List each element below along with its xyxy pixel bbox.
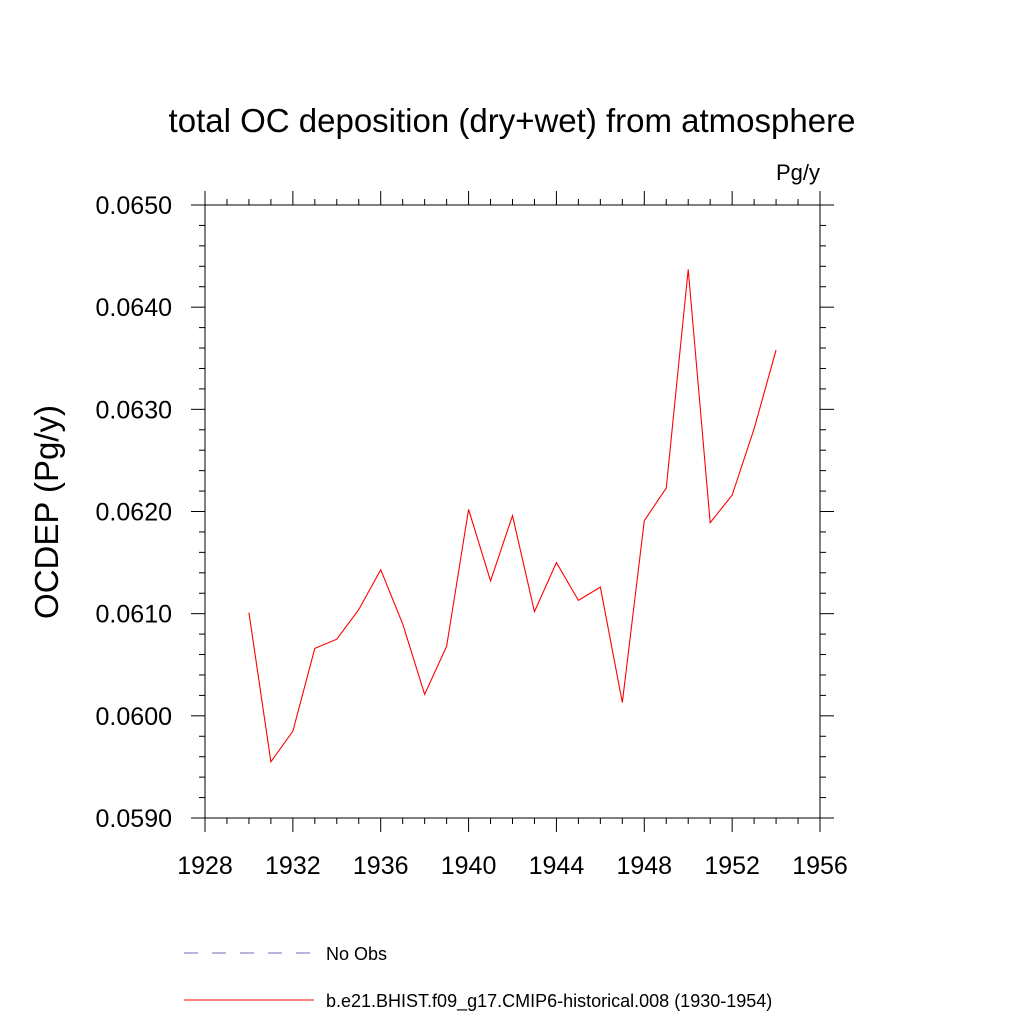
x-tick-label: 1928 — [177, 852, 233, 880]
legend-label-no-obs: No Obs — [326, 944, 387, 964]
y-tick-label: 0.0630 — [96, 396, 172, 424]
y-tick-label: 0.0640 — [96, 294, 172, 322]
x-tick-label: 1956 — [792, 852, 848, 880]
y-tick-label: 0.0610 — [96, 601, 172, 629]
y-tick-labels: 0.0590 0.0600 0.0610 0.0620 0.0630 0.0640 0.06… — [96, 192, 172, 833]
x-tick-label: 1948 — [616, 852, 672, 880]
axis-ticks — [191, 191, 834, 832]
x-tick-labels: 1928 1932 1936 1940 1944 1948 1952 1956 — [177, 852, 848, 880]
plot-frame — [204, 204, 821, 819]
series-lines — [248, 269, 777, 764]
y-axis-label: OCDEP (Pg/y) — [28, 405, 65, 619]
y-tick-label: 0.0590 — [96, 805, 172, 833]
x-tick-label: 1940 — [441, 852, 497, 880]
legend-label-model: b.e21.BHIST.f09_g17.CMIP6-historical.008… — [326, 991, 772, 1012]
x-tick-label: 1952 — [704, 852, 760, 880]
series-line-0 — [248, 269, 777, 764]
legend: No Obs b.e21.BHIST.f09_g17.CMIP6-histori… — [184, 944, 772, 1012]
x-tick-label: 1932 — [265, 852, 321, 880]
units-label: Pg/y — [776, 160, 820, 185]
y-tick-label: 0.0620 — [96, 499, 172, 527]
y-tick-label: 0.0600 — [96, 703, 172, 731]
y-tick-label: 0.0650 — [96, 192, 172, 220]
x-tick-label: 1944 — [529, 852, 585, 880]
x-tick-label: 1936 — [353, 852, 409, 880]
chart-title: total OC deposition (dry+wet) from atmos… — [169, 102, 856, 139]
